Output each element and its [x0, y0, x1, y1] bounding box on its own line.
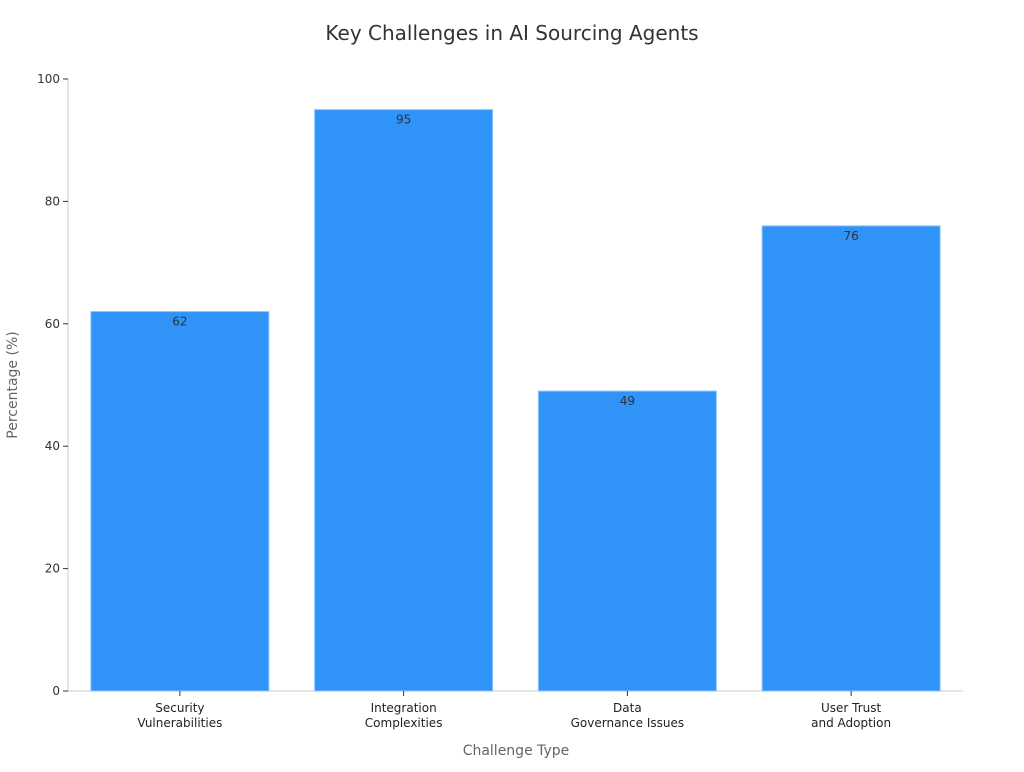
bar [537, 390, 717, 692]
bar [90, 311, 270, 692]
chart-title: Key Challenges in AI Sourcing Agents [325, 21, 698, 45]
bar-value-label: 49 [620, 394, 635, 408]
y-tick-label: 0 [52, 684, 60, 698]
x-tick-label: User Trust [821, 701, 882, 715]
y-tick-label: 100 [37, 72, 60, 86]
x-tick-label: and Adoption [811, 716, 891, 730]
x-axis-label: Challenge Type [463, 743, 570, 759]
x-tick-label: Integration [371, 701, 437, 715]
x-tick-label: Data [613, 701, 642, 715]
y-tick-label: 20 [45, 562, 60, 576]
y-tick-label: 40 [45, 439, 60, 453]
x-tick-label: Complexities [365, 716, 443, 730]
bar-value-label: 62 [172, 315, 187, 329]
y-tick-label: 60 [45, 317, 60, 331]
x-tick-label: Vulnerabilities [137, 716, 222, 730]
bar [761, 225, 941, 692]
x-tick-label: Governance Issues [571, 716, 685, 730]
bar-value-label: 76 [843, 229, 858, 243]
y-axis-label: Percentage (%) [5, 331, 21, 438]
y-tick-label: 80 [45, 194, 60, 208]
bar [314, 109, 494, 692]
x-tick-label: Security [155, 701, 204, 715]
bar-value-label: 95 [396, 113, 411, 127]
